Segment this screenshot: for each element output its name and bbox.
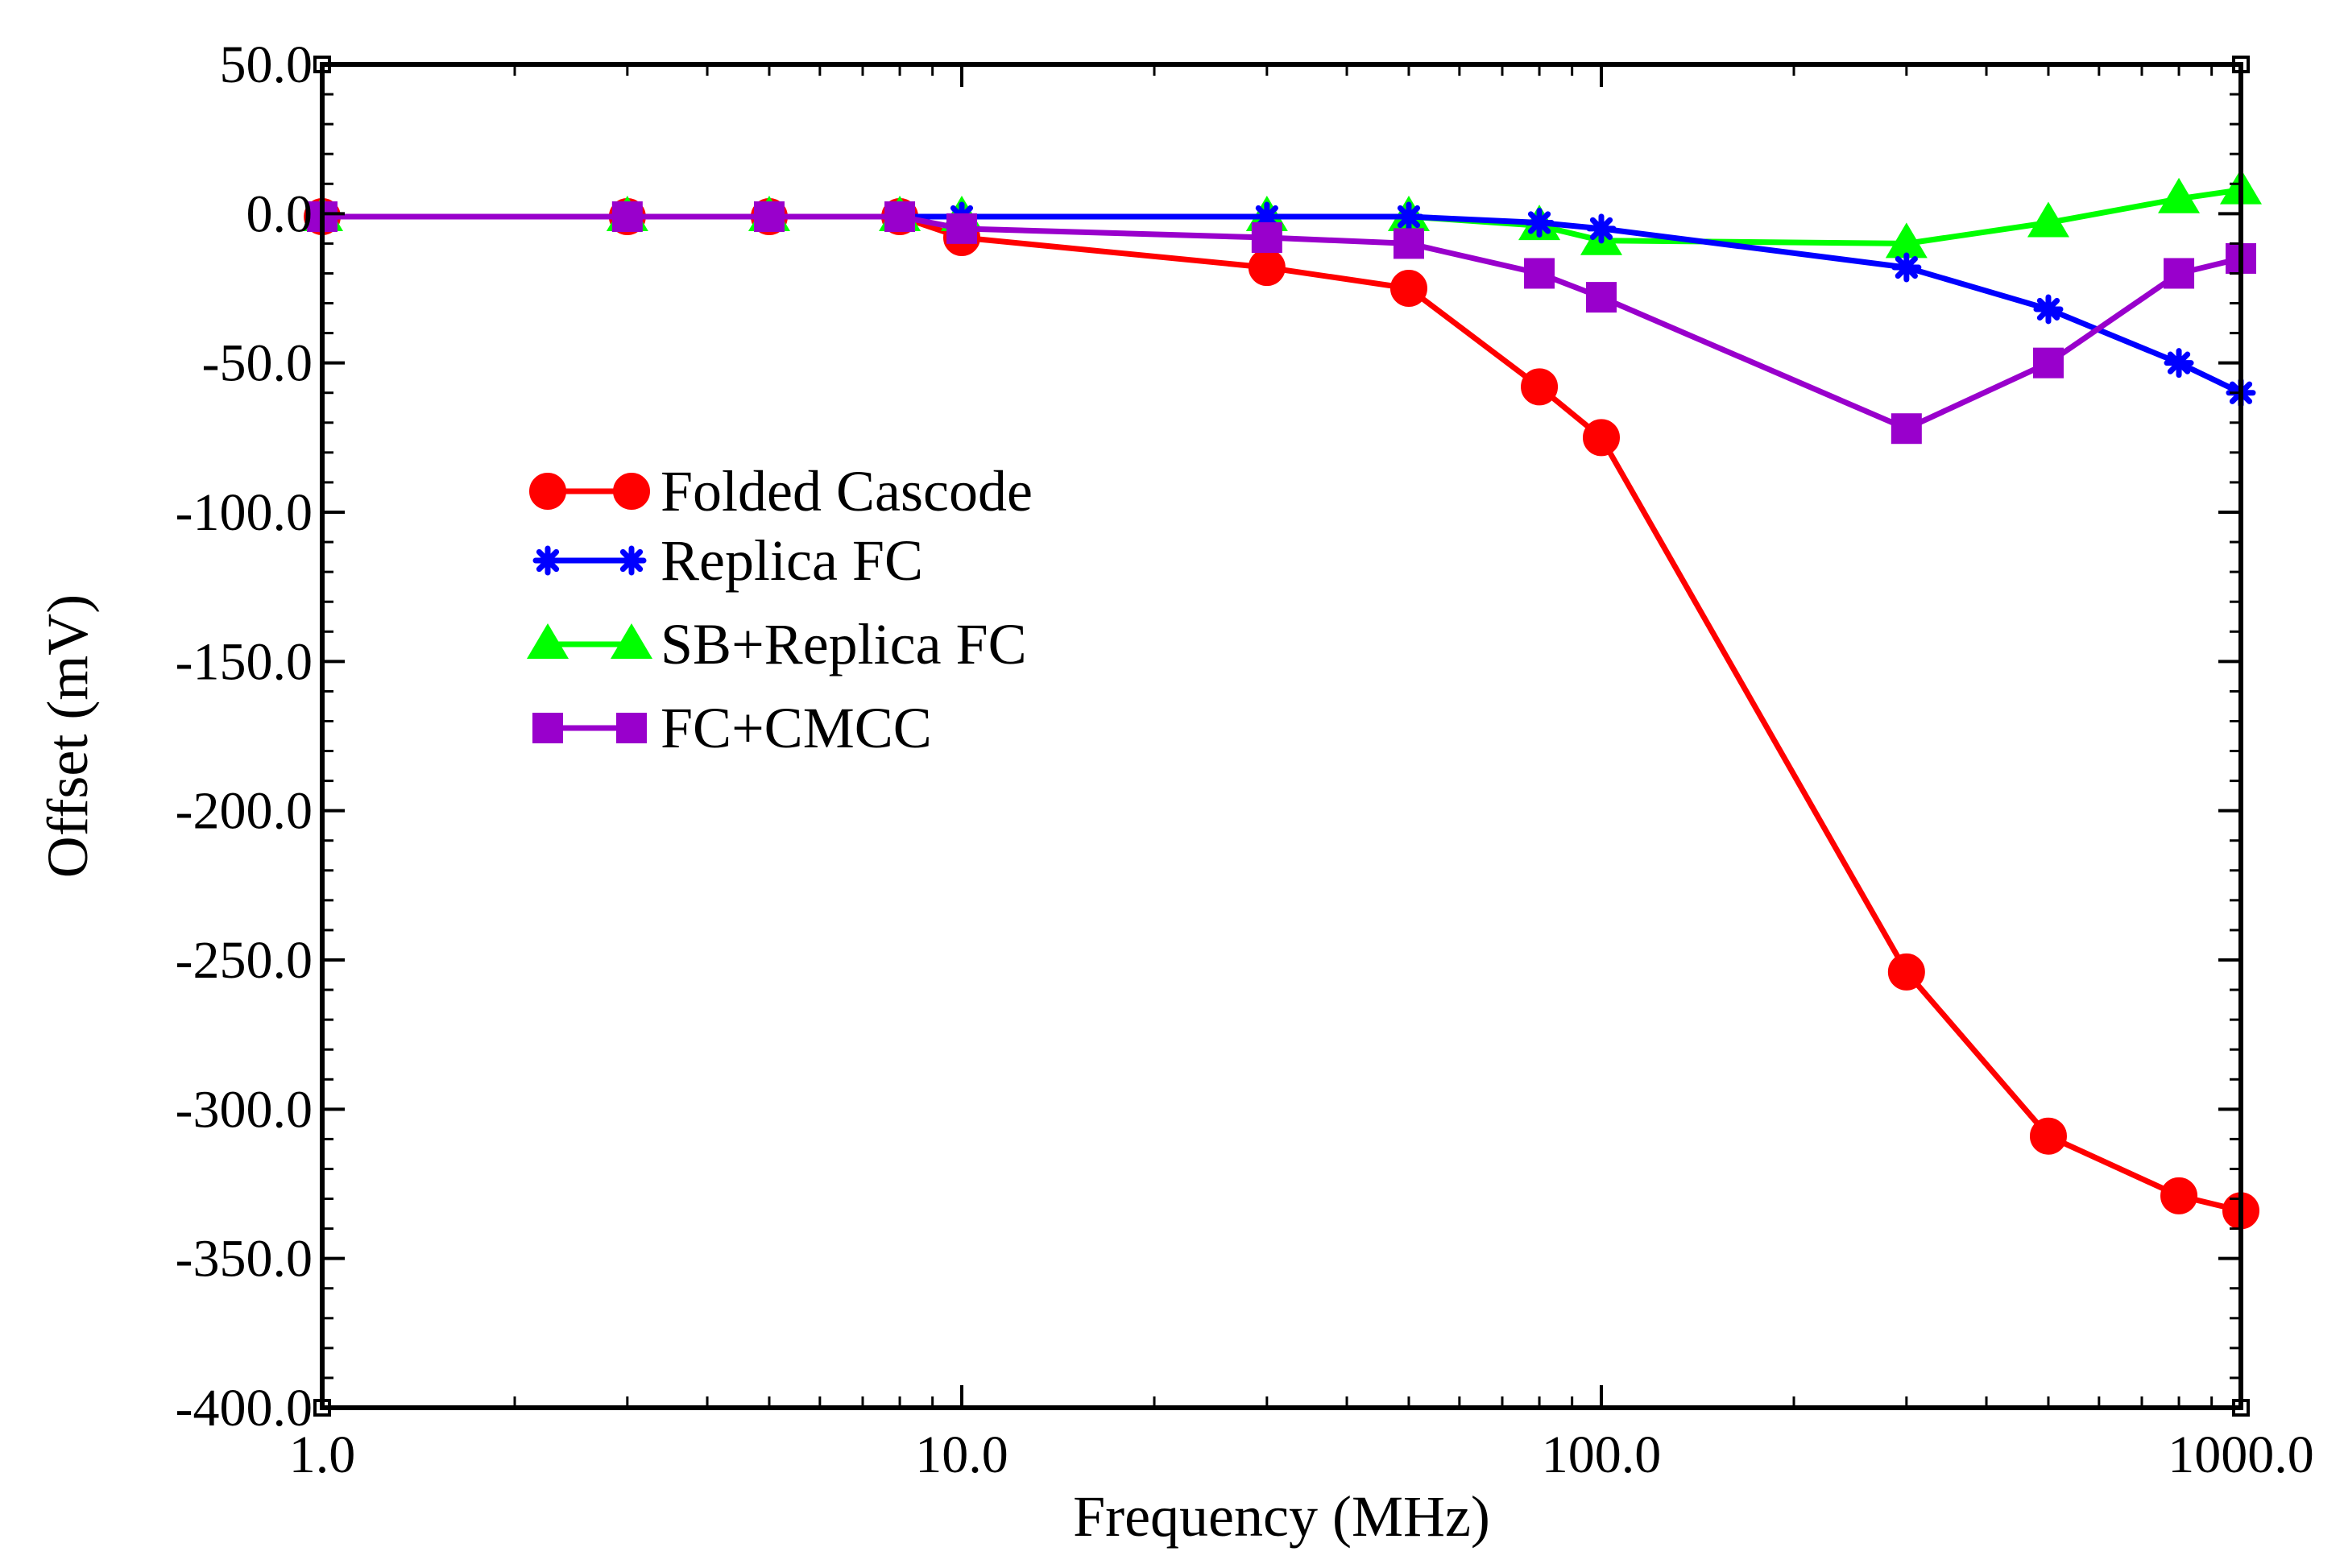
corner-marker bbox=[313, 1399, 331, 1417]
y-axis-title: Offset (mV) bbox=[35, 594, 100, 879]
corner-marker bbox=[313, 56, 331, 73]
star-stroke bbox=[1527, 211, 1551, 234]
x-tick-label: 1000.0 bbox=[2168, 1425, 2314, 1484]
legend-marker bbox=[616, 545, 647, 576]
data-point bbox=[884, 201, 916, 233]
data-point bbox=[1586, 282, 1617, 313]
y-tick-label: -350.0 bbox=[176, 1230, 313, 1289]
series-layer bbox=[301, 168, 2262, 1230]
data-point bbox=[2029, 1117, 2067, 1155]
data-point bbox=[2164, 348, 2194, 379]
legend-marker bbox=[611, 623, 652, 659]
legend-marker bbox=[532, 713, 563, 743]
y-tick-label: -100.0 bbox=[176, 483, 313, 542]
data-point bbox=[1887, 953, 1925, 991]
legend-marker bbox=[616, 713, 647, 743]
corner-marker bbox=[2232, 1399, 2250, 1417]
data-point bbox=[1248, 249, 1286, 287]
data-point bbox=[1583, 419, 1620, 457]
data-point bbox=[2033, 294, 2064, 325]
ticks-layer bbox=[321, 63, 2243, 1409]
y-tick-label: 0.0 bbox=[246, 184, 313, 243]
legend-label: Replica FC bbox=[661, 528, 923, 593]
y-tick-label: -150.0 bbox=[176, 632, 313, 691]
legend-marker bbox=[613, 473, 650, 510]
y-tick-label: -200.0 bbox=[176, 782, 313, 841]
series-folded-cascode bbox=[304, 198, 2259, 1230]
legend-label: FC+CMCC bbox=[661, 696, 932, 760]
y-tick-label: 50.0 bbox=[220, 35, 313, 94]
star-stroke bbox=[2036, 297, 2060, 321]
data-point bbox=[2032, 347, 2064, 379]
data-point bbox=[1521, 368, 1559, 406]
legend-label: SB+Replica FC bbox=[661, 612, 1027, 676]
data-point bbox=[1891, 252, 1922, 283]
data-point bbox=[611, 201, 643, 233]
y-tick-label: -250.0 bbox=[176, 931, 313, 990]
plot-frame bbox=[320, 62, 2243, 1410]
corner-markers bbox=[313, 56, 2250, 1417]
star-stroke bbox=[1397, 205, 1421, 229]
corner-marker bbox=[2232, 56, 2250, 73]
tick-labels: 1.0 10.0 100.0 1000.0 50.0 0.0 -50.0 -100.0 -150… bbox=[176, 35, 2314, 1484]
data-point bbox=[946, 213, 977, 244]
x-tick-label: 1.0 bbox=[289, 1425, 356, 1484]
legend-marker bbox=[529, 473, 566, 510]
x-axis-title: Frequency (MHz) bbox=[1073, 1484, 1490, 1549]
x-tick-label: 10.0 bbox=[915, 1425, 1008, 1484]
star-stroke bbox=[1895, 255, 1918, 279]
star-stroke bbox=[619, 548, 644, 573]
y-tick-label: -400.0 bbox=[176, 1379, 313, 1438]
star-stroke bbox=[536, 548, 560, 573]
data-point bbox=[1885, 222, 1928, 259]
data-point bbox=[1586, 213, 1617, 244]
data-point bbox=[1393, 228, 1424, 259]
y-tick-label: -50.0 bbox=[202, 334, 313, 393]
data-point bbox=[1891, 413, 1922, 445]
data-point bbox=[1389, 270, 1427, 307]
x-tick-label: 100.0 bbox=[1542, 1425, 1662, 1484]
data-point bbox=[2027, 201, 2069, 238]
data-point bbox=[2164, 258, 2195, 289]
legend-marker bbox=[532, 545, 563, 576]
legend-label: Folded Cascode bbox=[661, 459, 1033, 523]
data-point bbox=[1394, 201, 1424, 232]
y-tick-label: -300.0 bbox=[176, 1080, 313, 1139]
star-stroke bbox=[1589, 217, 1613, 240]
data-point bbox=[1251, 221, 1282, 253]
data-point bbox=[753, 201, 785, 233]
data-point bbox=[2158, 177, 2201, 213]
legend-marker bbox=[527, 623, 569, 659]
series-line bbox=[322, 213, 2242, 1214]
data-point bbox=[1524, 207, 1555, 238]
star-stroke bbox=[2167, 351, 2191, 374]
data-point bbox=[2160, 1177, 2198, 1214]
data-point bbox=[1524, 258, 1555, 289]
